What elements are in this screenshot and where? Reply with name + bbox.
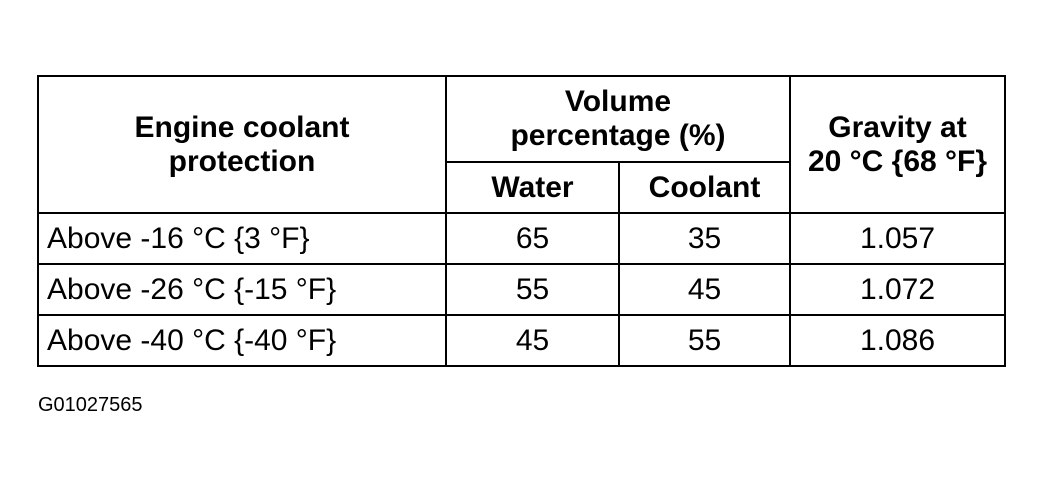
table-cell: 55 xyxy=(618,314,791,367)
header-cell: Water xyxy=(445,161,620,214)
table-cell: 1.057 xyxy=(789,212,1006,265)
table-cell: 35 xyxy=(618,212,791,265)
header-cell: Gravity at 20 °C {68 °F} xyxy=(789,75,1006,214)
header-text: Volume percentage (%) xyxy=(510,85,726,152)
table-cell: 55 xyxy=(445,263,620,316)
header-cell: Coolant xyxy=(618,161,791,214)
header-cell: Volume percentage (%) xyxy=(445,75,791,163)
table-cell: 1.072 xyxy=(789,263,1006,316)
header-text: Engine coolant protection xyxy=(134,110,350,178)
figure-id: G01027565 xyxy=(38,394,143,416)
table-cell: Above -26 °C {-15 °F} xyxy=(37,263,447,316)
coolant-table: Engine coolant protection Volume percent… xyxy=(37,75,1006,367)
table-cell: Above -16 °C {3 °F} xyxy=(37,212,447,265)
table-cell: 1.086 xyxy=(789,314,1006,367)
header-text: Gravity at 20 °C {68 °F} xyxy=(807,110,988,178)
table-cell: 65 xyxy=(445,212,620,265)
table-row: Above -16 °C {3 °F} 65 35 1.057 xyxy=(37,212,1006,265)
table-cell: 45 xyxy=(618,263,791,316)
header-cell: Engine coolant protection xyxy=(37,75,447,214)
table-cell: 45 xyxy=(445,314,620,367)
table-row: Above -26 °C {-15 °F} 55 45 1.072 xyxy=(37,263,1006,316)
table-cell: Above -40 °C {-40 °F} xyxy=(37,314,447,367)
table-row: Above -40 °C {-40 °F} 45 55 1.086 xyxy=(37,314,1006,367)
